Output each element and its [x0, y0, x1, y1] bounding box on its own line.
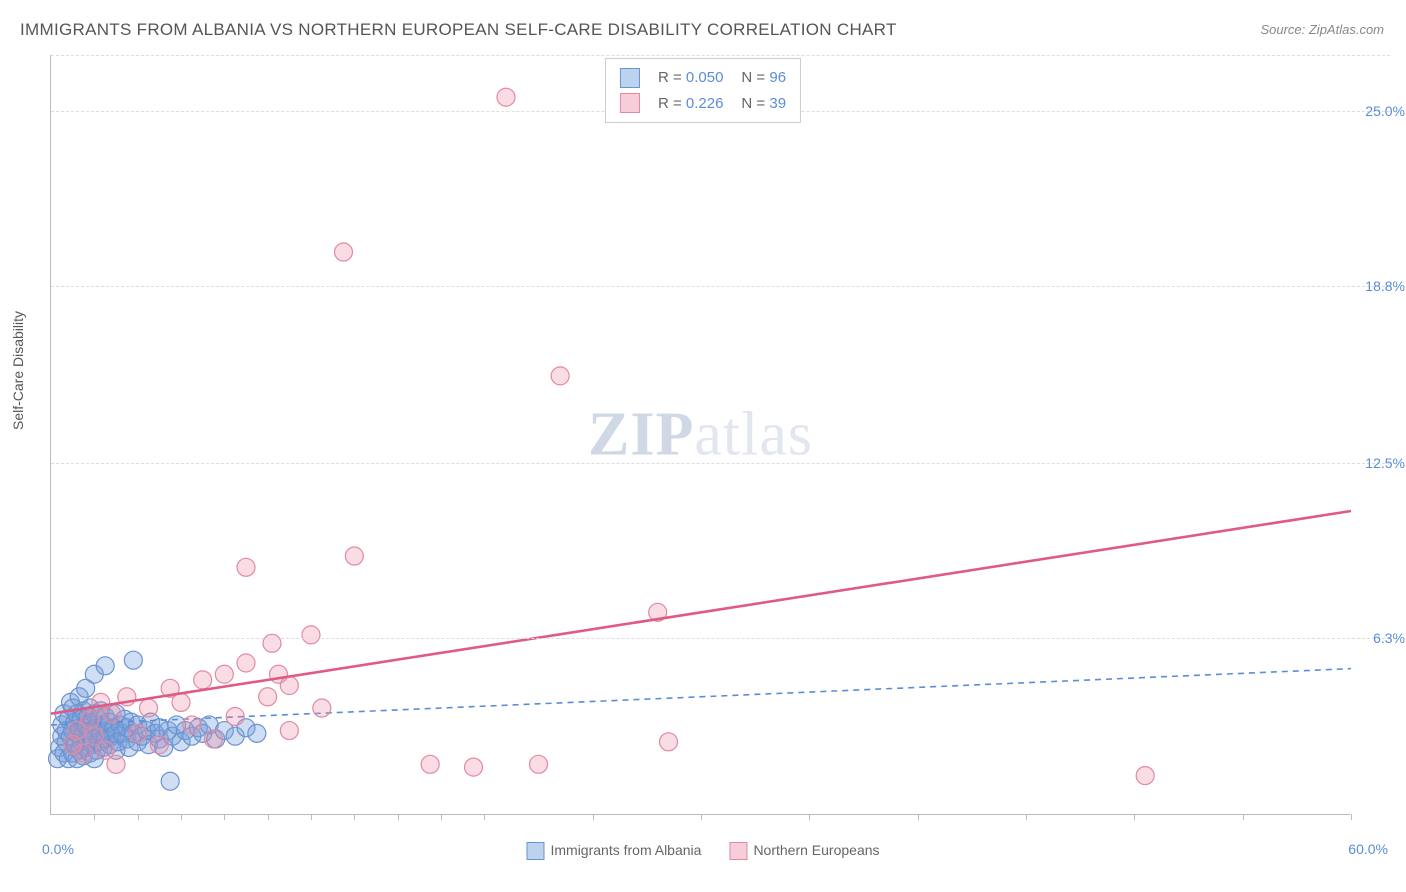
data-point — [237, 558, 255, 576]
data-point — [124, 651, 142, 669]
gridline-h — [51, 638, 1390, 639]
data-point — [161, 772, 179, 790]
trend-line — [51, 511, 1351, 714]
data-point — [81, 710, 99, 728]
data-point — [96, 657, 114, 675]
x-tick — [1243, 814, 1244, 820]
data-point — [194, 671, 212, 689]
data-point — [129, 724, 147, 742]
data-point — [497, 88, 515, 106]
legend-label: Immigrants from Albania — [550, 842, 701, 858]
source-attribution: Source: ZipAtlas.com — [1260, 22, 1384, 37]
x-tick — [484, 814, 485, 820]
r-value: 0.226 — [686, 95, 724, 112]
data-point — [530, 755, 548, 773]
y-tick-label: 25.0% — [1365, 103, 1405, 119]
legend-swatch — [526, 842, 544, 860]
x-tick — [181, 814, 182, 820]
x-tick — [701, 814, 702, 820]
data-point — [302, 626, 320, 644]
trend-line — [51, 669, 1351, 725]
x-tick — [1134, 814, 1135, 820]
x-tick — [593, 814, 594, 820]
data-point — [103, 705, 121, 723]
x-tick — [94, 814, 95, 820]
x-tick — [354, 814, 355, 820]
data-point — [172, 693, 190, 711]
data-point — [465, 758, 483, 776]
data-point — [280, 722, 298, 740]
data-point — [107, 755, 125, 773]
y-tick-label: 6.3% — [1373, 630, 1405, 646]
data-point — [345, 547, 363, 565]
gridline-h — [51, 286, 1390, 287]
bottom-legend: Immigrants from Albania Northern European… — [526, 842, 879, 860]
plot-svg — [51, 55, 1350, 814]
x-tick — [918, 814, 919, 820]
data-point — [421, 755, 439, 773]
x-tick — [268, 814, 269, 820]
n-value: 96 — [769, 69, 786, 86]
data-point — [259, 688, 277, 706]
stats-row: R = 0.226 N = 39 — [620, 91, 786, 117]
data-point — [215, 665, 233, 683]
gridline-h — [51, 463, 1390, 464]
r-label: R = 0.226 — [658, 91, 723, 117]
legend-swatch — [620, 93, 640, 113]
data-point — [660, 733, 678, 751]
x-tick — [138, 814, 139, 820]
n-value: 39 — [769, 95, 786, 112]
r-value: 0.050 — [686, 69, 724, 86]
legend-item: Immigrants from Albania — [526, 842, 701, 860]
data-point — [140, 699, 158, 717]
x-axis-min-label: 0.0% — [42, 841, 74, 857]
data-point — [75, 744, 93, 762]
x-tick — [1026, 814, 1027, 820]
stats-legend: R = 0.050 N = 96 R = 0.226 N = 39 — [605, 58, 801, 123]
n-label: N = 96 — [741, 65, 786, 91]
data-point — [313, 699, 331, 717]
data-point — [237, 654, 255, 672]
data-point — [248, 724, 266, 742]
x-tick — [441, 814, 442, 820]
x-tick — [1351, 814, 1352, 820]
y-tick-label: 18.8% — [1365, 278, 1405, 294]
plot-area: ZIPatlas 6.3%12.5%18.8%25.0% — [50, 55, 1350, 815]
data-point — [335, 243, 353, 261]
data-point — [226, 707, 244, 725]
x-tick — [398, 814, 399, 820]
data-point — [551, 367, 569, 385]
stats-row: R = 0.050 N = 96 — [620, 65, 786, 91]
chart-container: IMMIGRANTS FROM ALBANIA VS NORTHERN EURO… — [0, 0, 1406, 892]
data-point — [280, 677, 298, 695]
legend-swatch — [620, 68, 640, 88]
legend-label: Northern Europeans — [753, 842, 879, 858]
legend-swatch — [729, 842, 747, 860]
legend-item: Northern Europeans — [729, 842, 879, 860]
chart-title: IMMIGRANTS FROM ALBANIA VS NORTHERN EURO… — [20, 20, 897, 40]
x-axis-max-label: 60.0% — [1348, 841, 1388, 857]
n-label: N = 39 — [741, 91, 786, 117]
data-point — [205, 730, 223, 748]
data-point — [1136, 767, 1154, 785]
x-tick — [311, 814, 312, 820]
data-point — [150, 736, 168, 754]
x-tick — [809, 814, 810, 820]
y-axis-label: Self-Care Disability — [10, 311, 26, 430]
data-point — [183, 716, 201, 734]
r-label: R = 0.050 — [658, 65, 723, 91]
gridline-h — [51, 55, 1390, 56]
y-tick-label: 12.5% — [1365, 455, 1405, 471]
x-tick — [224, 814, 225, 820]
